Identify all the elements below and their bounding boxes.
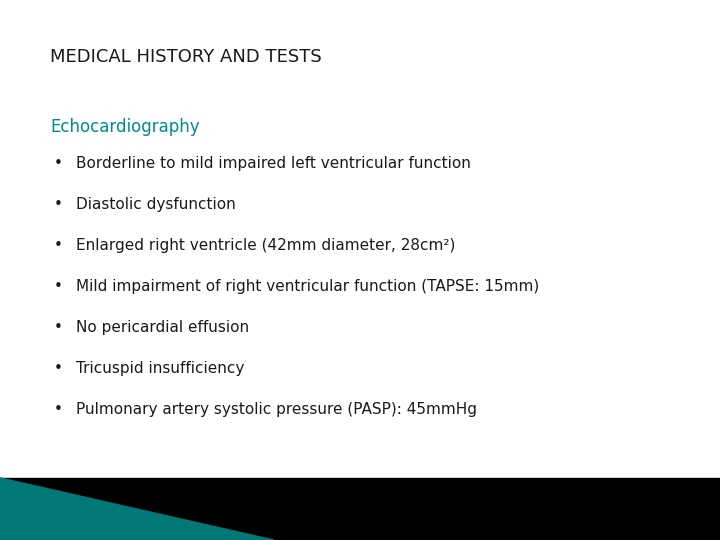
Polygon shape [0, 478, 720, 540]
Text: •: • [54, 197, 63, 212]
Text: •: • [54, 156, 63, 171]
Text: Tricuspid insufficiency: Tricuspid insufficiency [76, 361, 244, 376]
Text: Enlarged right ventricle (42mm diameter, 28cm²): Enlarged right ventricle (42mm diameter,… [76, 238, 455, 253]
Text: •: • [54, 238, 63, 253]
Text: Pulmonary artery systolic pressure (PASP): 45mmHg: Pulmonary artery systolic pressure (PASP… [76, 402, 477, 417]
Text: •: • [54, 402, 63, 417]
Text: •: • [54, 361, 63, 376]
Text: •: • [54, 320, 63, 335]
Text: Borderline to mild impaired left ventricular function: Borderline to mild impaired left ventric… [76, 156, 470, 171]
Text: Echocardiography: Echocardiography [50, 118, 200, 136]
Text: MEDICAL HISTORY AND TESTS: MEDICAL HISTORY AND TESTS [50, 48, 322, 66]
Text: No pericardial effusion: No pericardial effusion [76, 320, 248, 335]
Text: Mild impairment of right ventricular function (TAPSE: 15mm): Mild impairment of right ventricular fun… [76, 279, 539, 294]
Text: •: • [54, 279, 63, 294]
Text: Diastolic dysfunction: Diastolic dysfunction [76, 197, 235, 212]
Polygon shape [0, 478, 274, 540]
